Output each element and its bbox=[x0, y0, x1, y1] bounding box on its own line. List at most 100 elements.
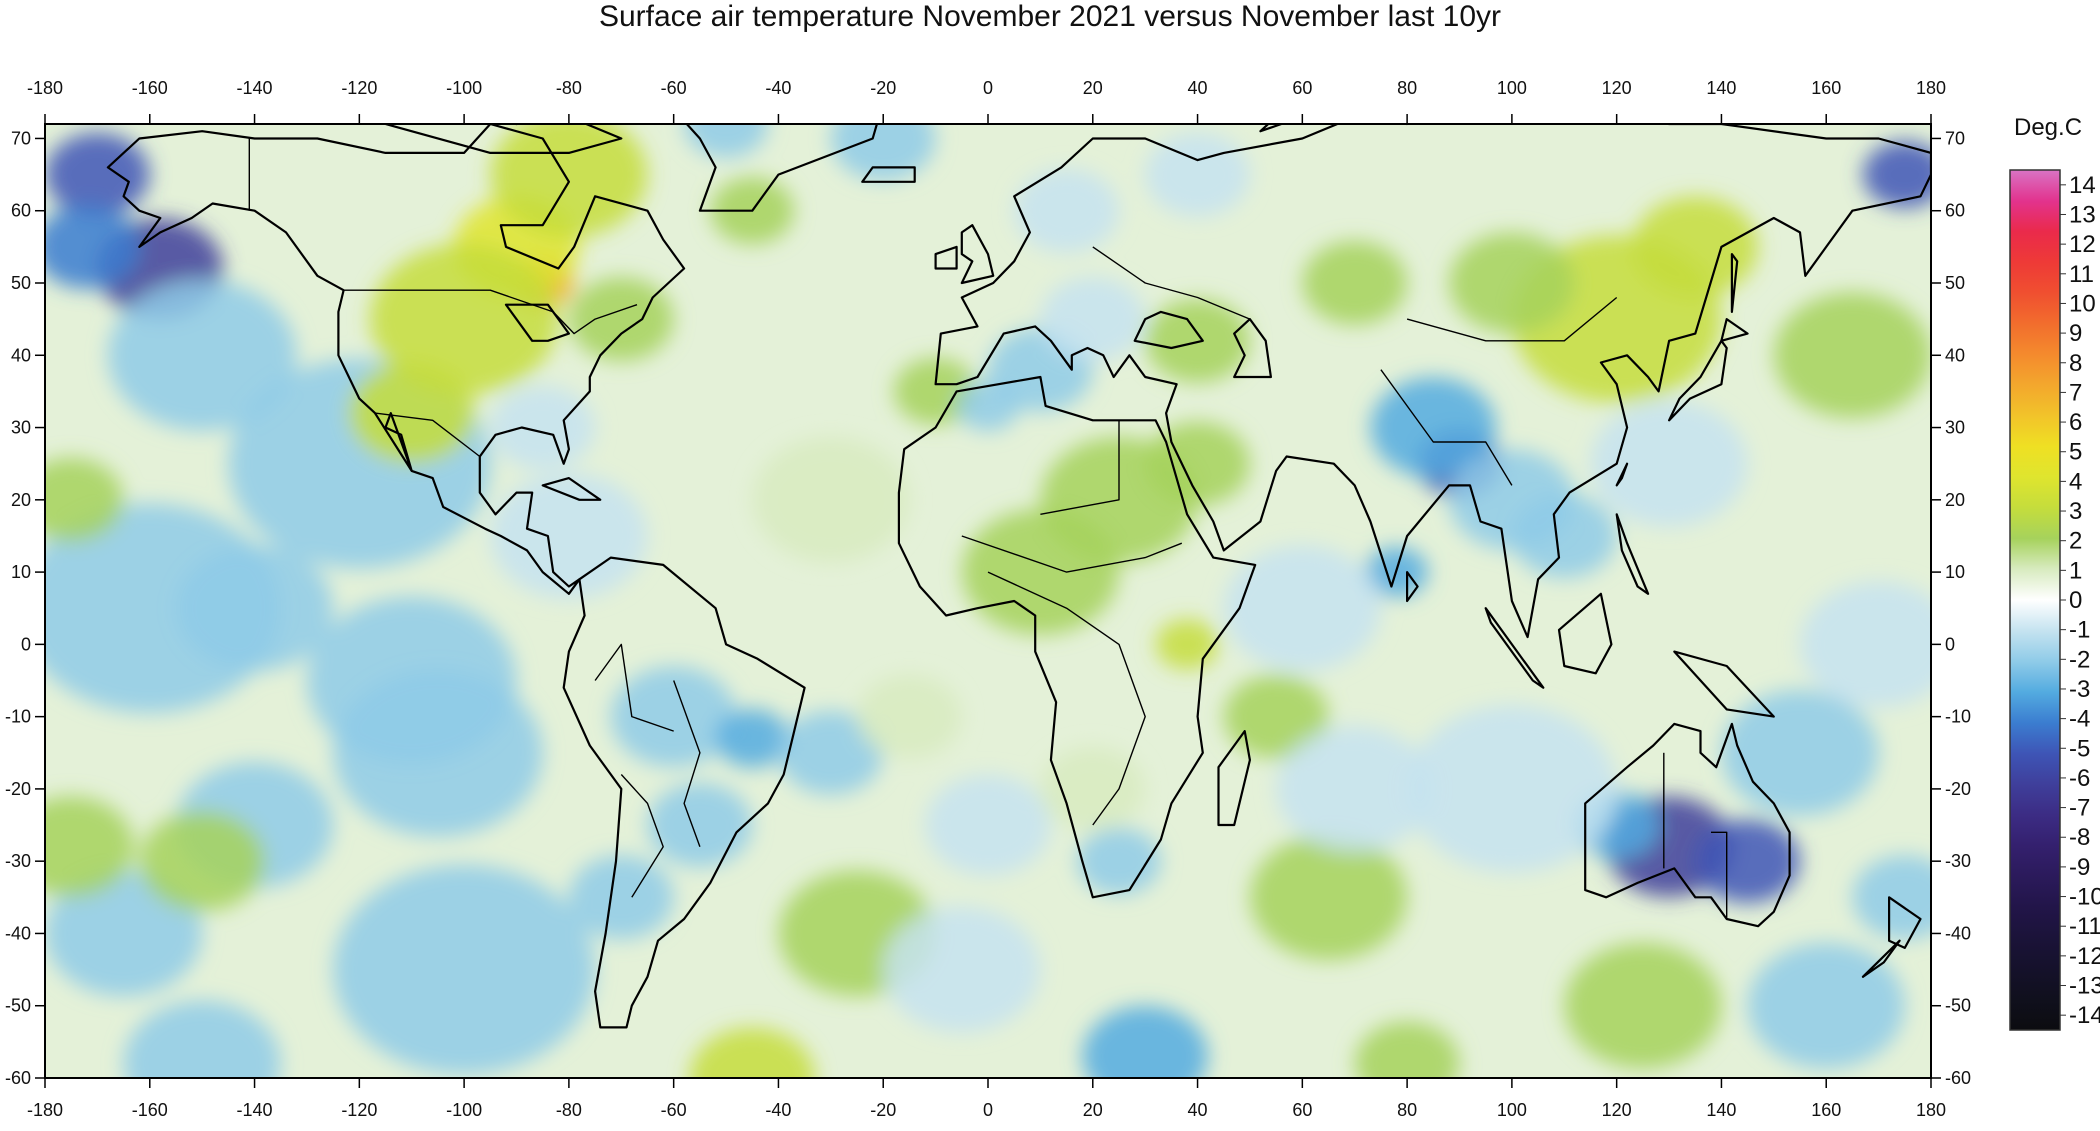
coastline bbox=[106, 124, 686, 595]
coastline bbox=[504, 303, 570, 342]
country-border bbox=[374, 412, 481, 458]
anomaly-blob bbox=[45, 796, 135, 898]
anomaly-blob bbox=[45, 457, 124, 542]
anomaly-blob bbox=[1370, 377, 1497, 478]
lon-label-top: -60 bbox=[661, 78, 687, 98]
country-border bbox=[594, 643, 674, 732]
lat-label-left: -50 bbox=[5, 996, 31, 1016]
anomaly-blob bbox=[1223, 545, 1381, 672]
anomaly-blob bbox=[1852, 855, 1931, 940]
lat-label-right: 10 bbox=[1945, 562, 1965, 582]
lon-label-top: -100 bbox=[446, 78, 482, 98]
legend-label: -12 bbox=[2069, 943, 2100, 970]
coastline bbox=[1615, 513, 1650, 595]
lon-label-top: -120 bbox=[341, 78, 377, 98]
lon-label-top: -20 bbox=[870, 78, 896, 98]
anomaly-blob bbox=[830, 124, 936, 181]
coastline bbox=[1484, 607, 1545, 689]
anomaly-blob bbox=[925, 774, 1051, 876]
anomaly-blob bbox=[175, 545, 334, 672]
legend-label: 1 bbox=[2069, 557, 2082, 584]
anomaly-blobs bbox=[45, 124, 1931, 1078]
lon-label-top: 0 bbox=[983, 78, 993, 98]
legend-label: -11 bbox=[2069, 913, 2100, 940]
lon-label-top: 40 bbox=[1188, 78, 1208, 98]
lat-label-right: -40 bbox=[1945, 923, 1971, 943]
lat-label-right: -20 bbox=[1945, 779, 1971, 799]
lon-label-top: -160 bbox=[132, 78, 168, 98]
coastline bbox=[1217, 730, 1251, 827]
anomaly-blob bbox=[1040, 746, 1146, 831]
legend-label: -13 bbox=[2069, 973, 2100, 1000]
anomaly-blob bbox=[893, 357, 978, 425]
legend-label: 2 bbox=[2069, 528, 2082, 555]
anomaly-blob bbox=[490, 385, 596, 470]
lat-label-left: 10 bbox=[11, 562, 31, 582]
country-border bbox=[343, 289, 638, 335]
country-border bbox=[673, 680, 701, 847]
lon-label-bottom: -60 bbox=[661, 1100, 687, 1120]
anomaly-blob bbox=[1449, 232, 1575, 334]
anomaly-blob bbox=[857, 674, 962, 759]
lon-label-bottom: -160 bbox=[132, 1100, 168, 1120]
anomaly-blob bbox=[1249, 834, 1408, 961]
country-border bbox=[961, 535, 1183, 573]
coastline bbox=[685, 124, 879, 212]
country-border bbox=[1092, 246, 1251, 320]
legend-label: -2 bbox=[2069, 646, 2090, 673]
lat-label-right: -60 bbox=[1945, 1068, 1971, 1088]
coastline bbox=[1615, 462, 1629, 487]
lon-label-bottom: 120 bbox=[1602, 1100, 1632, 1120]
lat-label-right: 30 bbox=[1945, 418, 1965, 438]
lon-label-bottom: 100 bbox=[1497, 1100, 1527, 1120]
legend-colorbar bbox=[2009, 169, 2061, 1031]
anomaly-blob bbox=[123, 1000, 281, 1078]
anomaly-blob bbox=[568, 277, 674, 362]
lon-label-bottom: -100 bbox=[446, 1100, 482, 1120]
anomaly-blob bbox=[333, 864, 596, 1075]
coastline bbox=[1259, 124, 1283, 133]
lon-label-top: 20 bbox=[1083, 78, 1103, 98]
coastline bbox=[1673, 650, 1775, 718]
lat-label-left: 40 bbox=[11, 345, 31, 365]
legend-label: -3 bbox=[2069, 676, 2090, 703]
lon-label-bottom: 160 bbox=[1811, 1100, 1841, 1120]
country-border bbox=[1040, 420, 1120, 515]
legend-label: -7 bbox=[2069, 795, 2090, 822]
legend-label: -8 bbox=[2069, 824, 2090, 851]
lat-label-left: 50 bbox=[11, 273, 31, 293]
legend-title: Deg.C bbox=[2014, 114, 2083, 141]
lat-label-right: 20 bbox=[1945, 490, 1965, 510]
lon-label-top: -80 bbox=[556, 78, 582, 98]
anomaly-blob bbox=[883, 906, 1041, 1033]
lat-label-right: 70 bbox=[1945, 128, 1965, 148]
lon-label-top: -140 bbox=[237, 78, 273, 98]
legend-label: 8 bbox=[2069, 350, 2082, 377]
lat-label-right: 60 bbox=[1945, 201, 1965, 221]
lon-label-top: 120 bbox=[1602, 78, 1632, 98]
legend-label: 0 bbox=[2069, 587, 2082, 614]
lat-label-left: 60 bbox=[11, 201, 31, 221]
coastline bbox=[541, 477, 602, 501]
anomaly-blob bbox=[45, 204, 140, 289]
anomaly-blob bbox=[1590, 400, 1748, 527]
lon-label-bottom: 80 bbox=[1397, 1100, 1417, 1120]
lon-label-bottom: -120 bbox=[341, 1100, 377, 1120]
legend-label: 6 bbox=[2069, 409, 2082, 436]
legend-label: -10 bbox=[2069, 884, 2100, 911]
coastlines bbox=[106, 124, 1931, 1029]
anomaly-blob bbox=[647, 783, 753, 867]
country-border bbox=[1380, 369, 1513, 486]
lat-label-left: -20 bbox=[5, 779, 31, 799]
lat-label-right: -30 bbox=[1945, 851, 1971, 871]
legend-label: 3 bbox=[2069, 498, 2082, 525]
lon-label-bottom: 40 bbox=[1188, 1100, 1208, 1120]
lat-label-left: 20 bbox=[11, 490, 31, 510]
axes: -180-180-160-160-140-140-120-120-100-100… bbox=[5, 78, 1971, 1120]
lat-label-right: 0 bbox=[1945, 634, 1955, 654]
lon-label-bottom: -20 bbox=[870, 1100, 896, 1120]
country-border bbox=[987, 571, 1146, 826]
anomaly-blob bbox=[1632, 196, 1759, 298]
coastline bbox=[934, 245, 958, 270]
